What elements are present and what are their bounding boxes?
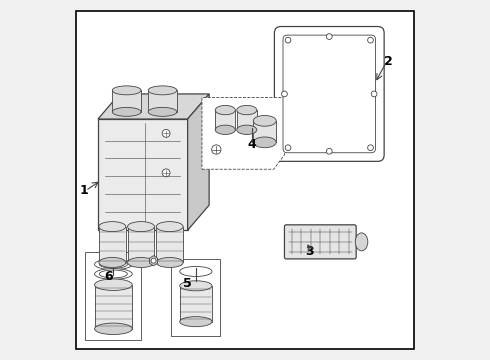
Text: 5: 5 <box>183 278 192 291</box>
Circle shape <box>212 145 221 154</box>
Bar <box>85 252 141 339</box>
Bar <box>172 259 220 336</box>
Ellipse shape <box>237 125 257 134</box>
Ellipse shape <box>95 259 132 270</box>
Ellipse shape <box>112 86 141 95</box>
Circle shape <box>162 169 170 177</box>
Ellipse shape <box>215 105 235 115</box>
Circle shape <box>368 145 373 150</box>
Circle shape <box>371 91 377 97</box>
Text: 3: 3 <box>305 245 314 258</box>
Circle shape <box>326 34 332 40</box>
Bar <box>127 226 154 262</box>
Ellipse shape <box>99 257 126 267</box>
Ellipse shape <box>237 105 257 115</box>
Ellipse shape <box>99 260 127 268</box>
Circle shape <box>368 37 373 43</box>
Bar <box>237 110 257 130</box>
Ellipse shape <box>99 270 127 278</box>
Ellipse shape <box>184 268 208 275</box>
Ellipse shape <box>180 266 212 276</box>
FancyBboxPatch shape <box>274 27 384 161</box>
Ellipse shape <box>148 86 177 95</box>
Bar <box>99 226 126 262</box>
Bar <box>95 285 132 329</box>
Ellipse shape <box>95 323 132 334</box>
Polygon shape <box>149 256 158 266</box>
Bar <box>148 90 177 112</box>
Ellipse shape <box>99 222 126 231</box>
Ellipse shape <box>253 116 276 126</box>
Polygon shape <box>202 98 285 169</box>
Text: 6: 6 <box>104 270 113 283</box>
Ellipse shape <box>127 257 154 267</box>
Bar <box>156 226 183 262</box>
Circle shape <box>162 130 170 137</box>
Ellipse shape <box>355 233 368 251</box>
Text: 1: 1 <box>79 184 88 197</box>
Ellipse shape <box>156 222 183 231</box>
Bar <box>253 121 276 142</box>
Ellipse shape <box>95 269 132 279</box>
Polygon shape <box>98 119 188 230</box>
Polygon shape <box>98 94 209 119</box>
FancyBboxPatch shape <box>283 35 375 153</box>
Ellipse shape <box>180 317 212 327</box>
Circle shape <box>151 258 156 263</box>
Ellipse shape <box>95 279 132 291</box>
Ellipse shape <box>148 107 177 116</box>
Ellipse shape <box>253 137 276 148</box>
Circle shape <box>285 145 291 150</box>
Circle shape <box>326 148 332 154</box>
Text: 4: 4 <box>248 138 257 150</box>
Circle shape <box>285 37 291 43</box>
Ellipse shape <box>127 222 154 231</box>
Ellipse shape <box>180 281 212 291</box>
Bar <box>180 286 212 321</box>
Ellipse shape <box>215 125 235 134</box>
Polygon shape <box>188 94 209 230</box>
Text: 2: 2 <box>384 55 393 68</box>
Ellipse shape <box>112 107 141 116</box>
Ellipse shape <box>156 257 183 267</box>
Circle shape <box>282 91 287 97</box>
Bar <box>215 110 235 130</box>
FancyBboxPatch shape <box>285 225 356 259</box>
Bar <box>112 90 141 112</box>
